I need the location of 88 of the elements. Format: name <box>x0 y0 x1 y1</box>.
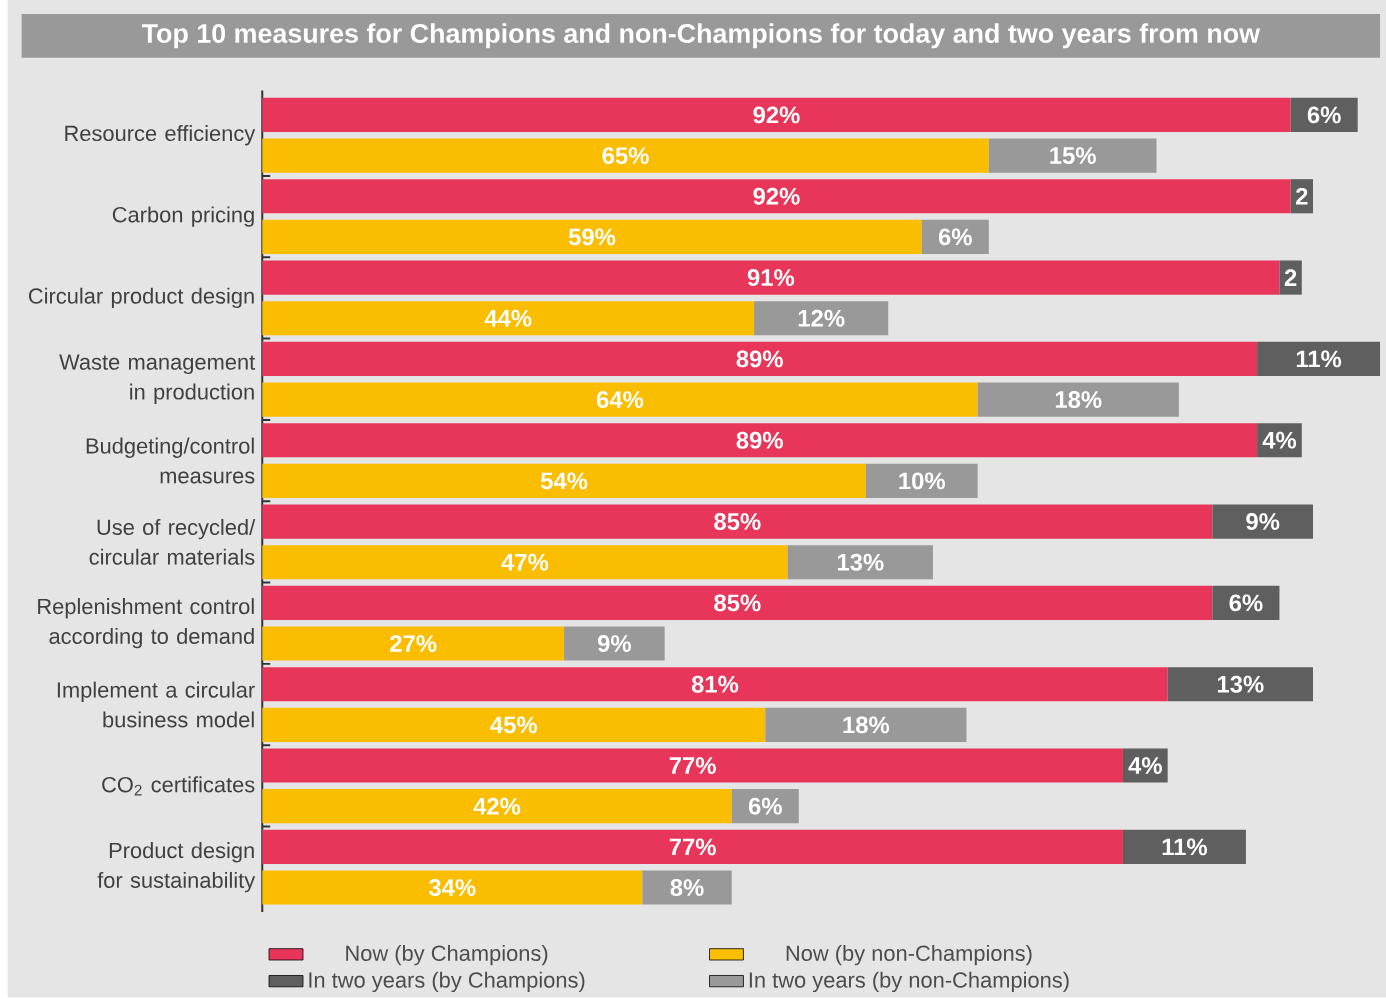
bar <box>988 138 1157 173</box>
data-label: 2 <box>1296 188 1308 205</box>
data-label: 18% <box>1055 391 1102 409</box>
bar <box>262 382 978 417</box>
bar <box>262 464 866 499</box>
data-label: 92% <box>753 106 800 124</box>
bar <box>1212 504 1313 539</box>
legend-label: In two years (by Champions) <box>309 971 585 993</box>
bar <box>262 626 565 661</box>
data-label: 91% <box>747 269 795 287</box>
y-tick-label: Use of recycled/ circular materials <box>89 519 256 566</box>
data-label: 85% <box>714 513 761 531</box>
data-label: 77% <box>669 757 716 775</box>
bar <box>262 667 1168 702</box>
y-tick-label: Waste management in production <box>59 354 256 405</box>
data-label: 18% <box>843 716 890 734</box>
y-tick-label: Budgeting/control measures <box>86 437 255 484</box>
bar <box>564 626 665 661</box>
data-label: 4% <box>1128 757 1162 775</box>
bar <box>1167 667 1313 702</box>
data-label: 65% <box>602 147 649 165</box>
data-label: 81% <box>691 676 739 693</box>
bar <box>1257 342 1381 377</box>
bar <box>262 220 922 255</box>
data-label: 27% <box>390 635 437 653</box>
data-label: 12% <box>798 310 845 327</box>
bar <box>262 301 755 336</box>
bar <box>787 545 933 580</box>
bar <box>262 342 1258 377</box>
data-label: 4% <box>1262 432 1297 449</box>
data-label: 10% <box>899 472 945 490</box>
y-tick-label: Carbon pricing <box>112 206 254 227</box>
data-label: 89% <box>736 432 783 449</box>
y-tick-label: Replenishment control according to demand <box>38 598 254 649</box>
bar <box>754 301 889 336</box>
bar <box>977 382 1179 417</box>
bar <box>865 464 978 499</box>
y-tick-label: CO$_{2}$ certificates <box>102 776 255 796</box>
data-label: 64% <box>596 391 644 409</box>
bar <box>262 504 1213 539</box>
data-label: 47% <box>501 554 549 571</box>
y-tick-label: Product design for sustainability <box>97 842 256 893</box>
data-label: 92% <box>753 188 800 205</box>
data-label: 34% <box>428 879 476 897</box>
data-label: 2 <box>1284 269 1297 287</box>
chart-title: Top 10 measures for Champions and non-Champions for today and two years from now <box>141 23 1261 49</box>
data-label: 6% <box>938 228 972 246</box>
data-label: 45% <box>490 716 538 734</box>
data-label: 8% <box>670 879 704 897</box>
data-label: 9% <box>597 635 631 653</box>
data-label: 59% <box>568 228 616 246</box>
bar <box>262 789 732 824</box>
bar <box>262 260 1280 295</box>
bar <box>765 708 967 743</box>
y-tick-label: Implement a circular business model <box>57 681 255 728</box>
data-label: 85% <box>714 594 761 612</box>
data-label: 6% <box>748 798 782 815</box>
bar <box>262 586 1213 621</box>
bar <box>262 98 1291 133</box>
data-label: 77% <box>669 838 716 856</box>
data-label: 6% <box>1307 106 1341 124</box>
bar <box>262 545 788 580</box>
bar <box>262 138 989 173</box>
bar <box>262 708 766 743</box>
data-label: 11% <box>1162 838 1208 856</box>
data-label: 13% <box>837 554 884 571</box>
legend-label: Now (by non-Champions) <box>786 945 1032 966</box>
bar <box>1122 830 1246 865</box>
data-label: 44% <box>484 310 532 327</box>
data-label: 13% <box>1217 676 1264 693</box>
bar <box>642 870 732 905</box>
data-label: 6% <box>1229 594 1263 612</box>
data-label: 54% <box>540 472 588 490</box>
bar <box>262 179 1291 214</box>
bar <box>262 423 1258 458</box>
legend-label: Now (by Champions) <box>346 945 548 966</box>
data-label: 42% <box>473 798 521 815</box>
bar <box>1279 260 1302 295</box>
bar <box>262 830 1123 865</box>
data-label: 15% <box>1050 147 1096 165</box>
bar <box>262 870 643 905</box>
data-label: 11% <box>1296 350 1342 368</box>
bar <box>262 748 1123 783</box>
y-tick-label: Circular product design <box>28 287 254 309</box>
data-label: 9% <box>1246 513 1280 531</box>
legend-label: In two years (by non-Champions) <box>749 971 1069 993</box>
y-tick-label: Resource efficiency <box>65 125 256 146</box>
data-label: 89% <box>736 350 783 368</box>
